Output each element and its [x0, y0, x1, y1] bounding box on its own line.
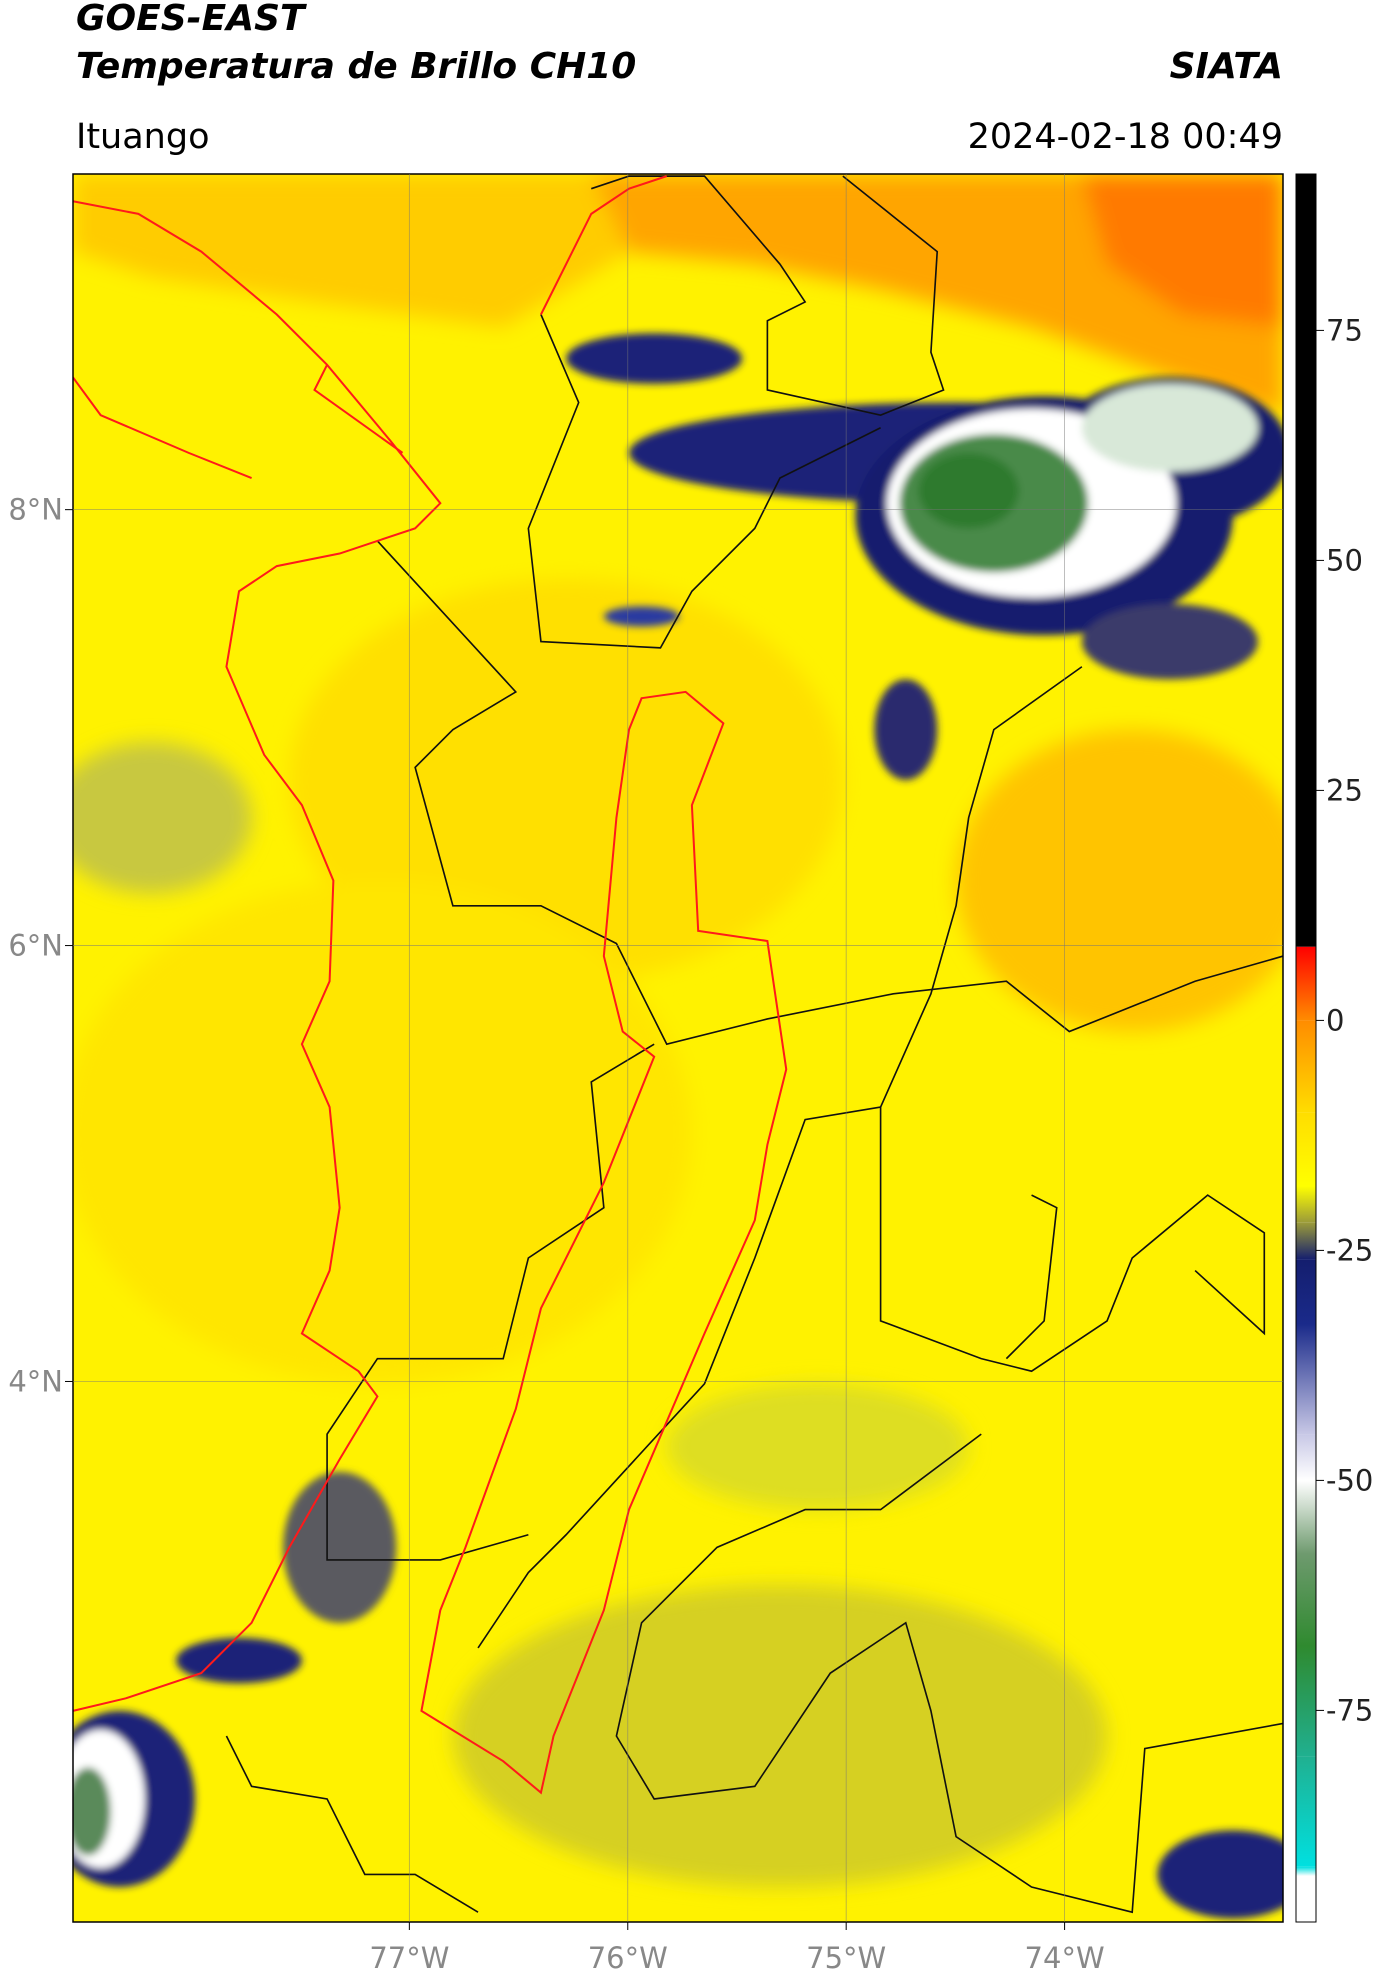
colorbar-segment: [1296, 1646, 1316, 1757]
colorbar-tick-label: 0: [1326, 1003, 1344, 1037]
colorbar-frame: [1295, 173, 1317, 1923]
colorbar-segment: [1296, 1756, 1316, 1867]
colorbar-segment: [1296, 1554, 1316, 1646]
x-tick-label: 76°W: [588, 1941, 668, 1975]
colorbar-segment: [1296, 1876, 1316, 1922]
colorbar-tick-label: 50: [1326, 543, 1363, 577]
colorbar-tick-label: 75: [1326, 313, 1363, 347]
colorbar-segment: [1296, 1222, 1316, 1260]
x-tick-label: 77°W: [369, 1941, 449, 1975]
y-tick-label: 6°N: [8, 929, 63, 963]
colorbar-segment: [1296, 1324, 1316, 1435]
source: SIATA: [1170, 46, 1283, 87]
x-tick-label: 75°W: [806, 1941, 886, 1975]
colorbar-tick-label: -75: [1326, 1693, 1373, 1727]
colorbar-segment: [1296, 1186, 1316, 1223]
colorbar-segment: [1296, 946, 1316, 1021]
colorbar-segment: [1296, 1020, 1316, 1113]
title: GOES-EAST: [76, 0, 307, 39]
colorbar-segment: [1296, 1866, 1316, 1876]
colorbar-tick-label: -25: [1326, 1233, 1373, 1267]
colorbar-segment: [1296, 1434, 1316, 1481]
y-tick-label: 8°N: [8, 493, 63, 527]
colorbar-tick-label: 25: [1326, 773, 1363, 807]
colorbar-segment: [1296, 1112, 1316, 1186]
map-frame: [72, 173, 1284, 1923]
colorbar-segment: [1296, 1259, 1316, 1324]
y-tick-label: 4°N: [8, 1364, 63, 1398]
colorbar-segment: [1296, 174, 1316, 947]
x-tick-label: 74°W: [1025, 1941, 1105, 1975]
map-image: [72, 173, 1284, 1923]
timestamp: 2024-02-18 00:49: [968, 117, 1283, 157]
subtitle: Temperatura de Brillo CH10: [76, 46, 636, 87]
location: Ituango: [76, 117, 210, 157]
colorbar-segment: [1296, 1480, 1316, 1554]
colorbar-tick-label: -50: [1326, 1463, 1373, 1497]
